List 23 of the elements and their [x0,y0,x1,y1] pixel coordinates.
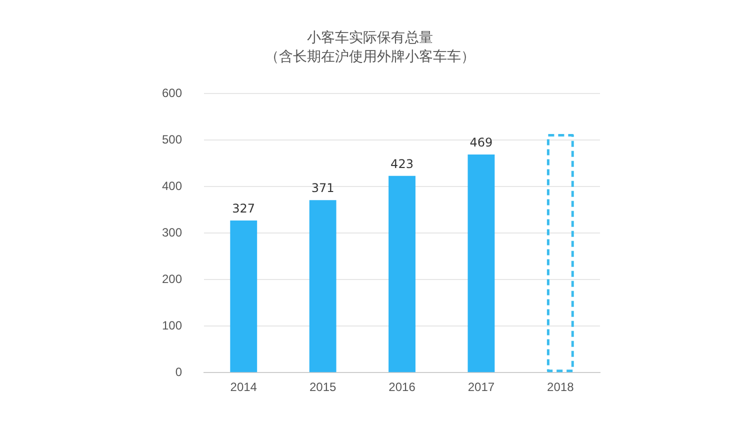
bar [388,176,416,372]
x-tick-label: 2014 [230,380,258,394]
bar [546,134,574,372]
data-label: 371 [311,181,334,196]
y-tick-label: 200 [162,272,182,286]
data-label: 469 [470,136,493,150]
x-tick-label: 2016 [388,380,416,394]
x-tick-label: 2018 [547,380,574,394]
bar [230,220,258,372]
bar [468,154,495,372]
y-tick-label: 500 [162,132,182,146]
x-tick-label: 2017 [468,380,495,394]
data-label: 423 [390,157,414,172]
y-tick-label: 400 [162,178,182,193]
y-tick-label: 300 [162,225,182,240]
chart-subtitle: （含长期在沪使用外牌小客车车） [265,48,475,65]
y-tick-label: 100 [162,318,182,332]
y-tick-label: 0 [175,364,182,379]
y-tick-label: 600 [162,86,182,100]
chart-title: 小客车实际保有总量 [307,30,433,46]
x-tick-label: 2015 [309,380,336,394]
bar [309,200,336,372]
data-label: 327 [232,202,256,216]
